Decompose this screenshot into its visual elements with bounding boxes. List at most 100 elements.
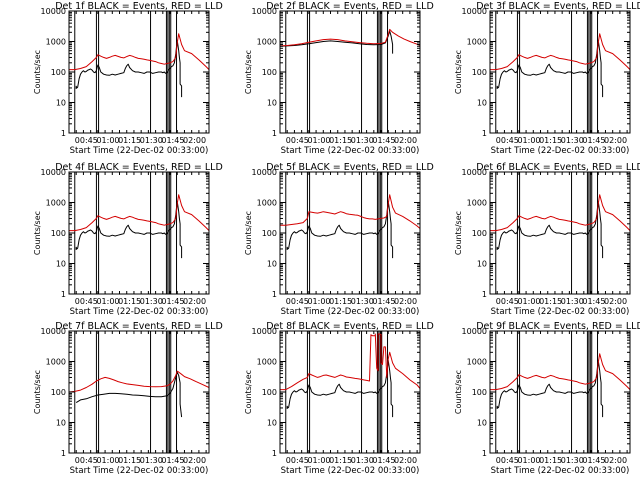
- x-tick-label: 02:00: [604, 456, 627, 465]
- y-axis-label: Counts/sec: [454, 50, 463, 94]
- y-tick-label: 1: [482, 290, 487, 299]
- x-tick-label: 00:45: [496, 456, 519, 465]
- series-line-events: [286, 359, 394, 418]
- y-tick-label: 1000: [46, 38, 66, 47]
- x-tick-label: 01:15: [118, 297, 141, 306]
- x-tick-label: 01:45: [372, 136, 395, 145]
- series-line-events: [496, 200, 604, 259]
- y-tick-label: 10: [56, 99, 66, 108]
- panel-title: Det 3f BLACK = Events, RED = LLD: [476, 1, 640, 12]
- x-tick-label: 02:00: [183, 136, 206, 145]
- x-axis-label: Start Time (22-Dec-02 00:33:00): [281, 307, 420, 317]
- panel-title: Det 7f BLACK = Events, RED = LLD: [55, 321, 223, 332]
- y-tick-label: 1: [272, 449, 277, 458]
- series-line-events: [75, 371, 183, 418]
- y-axis-label: Counts/sec: [244, 370, 253, 414]
- x-tick-label: 00:45: [286, 136, 309, 145]
- series-line-events: [279, 30, 394, 54]
- x-axis-label: Start Time (22-Dec-02 00:33:00): [491, 307, 630, 317]
- y-tick-label: 100: [472, 229, 487, 238]
- y-tick-label: 10000: [41, 168, 66, 177]
- y-tick-label: 1000: [257, 199, 277, 208]
- x-tick-label: 01:15: [329, 136, 352, 145]
- x-axis-label: Start Time (22-Dec-02 00:33:00): [491, 466, 630, 476]
- y-tick-label: 10000: [462, 168, 487, 177]
- y-tick-label: 1000: [257, 38, 277, 47]
- series-line-lld: [279, 28, 421, 47]
- panel-8f: Det 8f BLACK = Events, RED = LLD 1 10 100 10…: [244, 321, 434, 476]
- y-tick-label: 1: [61, 449, 66, 458]
- x-tick-label: 01:15: [329, 456, 352, 465]
- panel-7f: Det 7f BLACK = Events, RED = LLD 1 10 100 10…: [33, 321, 223, 476]
- panel-9f: Det 9f BLACK = Events, RED = LLD 1 10 100 10…: [454, 321, 640, 476]
- series-line-lld: [490, 194, 631, 232]
- y-tick-label: 10: [477, 260, 487, 269]
- y-tick-label: 100: [51, 68, 66, 77]
- x-tick-label: 01:15: [539, 136, 562, 145]
- y-tick-label: 1000: [46, 199, 66, 208]
- x-tick-label: 01:30: [140, 136, 163, 145]
- y-tick-label: 10000: [462, 327, 487, 336]
- x-tick-label: 01:30: [561, 136, 584, 145]
- x-tick-label: 02:00: [394, 456, 417, 465]
- x-tick-label: 01:45: [372, 297, 395, 306]
- x-tick-label: 01:45: [372, 456, 395, 465]
- x-tick-label: 01:30: [351, 456, 374, 465]
- x-tick-label: 01:00: [517, 297, 540, 306]
- x-tick-label: 01:00: [517, 456, 540, 465]
- plot-frame: [489, 171, 631, 295]
- y-tick-label: 1: [482, 449, 487, 458]
- plot-frame: [68, 330, 210, 454]
- y-tick-label: 1: [272, 129, 277, 138]
- x-tick-label: 00:45: [75, 297, 98, 306]
- y-axis-label: Counts/sec: [244, 50, 253, 94]
- y-tick-label: 100: [472, 68, 487, 77]
- x-tick-label: 01:00: [517, 136, 540, 145]
- panel-title: Det 6f BLACK = Events, RED = LLD: [476, 162, 640, 173]
- x-tick-label: 02:00: [183, 456, 206, 465]
- panel-5f: Det 5f BLACK = Events, RED = LLD 1 10 100 10…: [244, 162, 434, 317]
- x-tick-label: 00:45: [496, 136, 519, 145]
- y-axis-label: Counts/sec: [454, 211, 463, 255]
- panel-2f: Det 2f BLACK = Events, RED = LLD 1 10 100 10…: [244, 1, 434, 156]
- plot-frame: [489, 10, 631, 134]
- y-axis-label: Counts/sec: [33, 50, 42, 94]
- y-tick-label: 1000: [467, 38, 487, 47]
- x-axis-label: Start Time (22-Dec-02 00:33:00): [70, 146, 209, 156]
- x-axis-label: Start Time (22-Dec-02 00:33:00): [70, 307, 209, 317]
- x-tick-label: 01:45: [582, 297, 605, 306]
- series-line-lld: [280, 194, 421, 229]
- series-line-events: [496, 359, 604, 418]
- y-tick-label: 100: [262, 229, 277, 238]
- series-line-events: [75, 200, 183, 259]
- x-tick-label: 01:45: [161, 456, 184, 465]
- y-tick-label: 1000: [46, 358, 66, 367]
- x-tick-label: 00:45: [286, 456, 309, 465]
- x-tick-label: 00:45: [496, 297, 519, 306]
- y-tick-label: 10000: [41, 7, 66, 16]
- series-line-events: [496, 39, 604, 98]
- panel-6f: Det 6f BLACK = Events, RED = LLD 1 10 100 10…: [454, 162, 640, 317]
- plot-frame: [68, 10, 210, 134]
- series-line-lld: [69, 194, 210, 232]
- x-tick-label: 01:00: [96, 297, 119, 306]
- x-tick-label: 01:15: [329, 297, 352, 306]
- y-tick-label: 100: [262, 388, 277, 397]
- panel-4f: Det 4f BLACK = Events, RED = LLD 1 10 100 10…: [33, 162, 223, 317]
- x-tick-label: 01:30: [140, 297, 163, 306]
- panel-title: Det 8f BLACK = Events, RED = LLD: [266, 321, 434, 332]
- y-tick-label: 1: [61, 290, 66, 299]
- x-tick-label: 01:30: [561, 297, 584, 306]
- y-tick-label: 10000: [252, 7, 277, 16]
- x-tick-label: 01:45: [582, 456, 605, 465]
- x-tick-label: 01:30: [351, 136, 374, 145]
- y-tick-label: 1000: [257, 358, 277, 367]
- x-axis-label: Start Time (22-Dec-02 00:33:00): [281, 146, 420, 156]
- y-axis-label: Counts/sec: [33, 370, 42, 414]
- x-tick-label: 02:00: [183, 297, 206, 306]
- x-tick-label: 01:45: [161, 297, 184, 306]
- y-tick-label: 10: [267, 99, 277, 108]
- y-axis-label: Counts/sec: [244, 211, 253, 255]
- x-tick-label: 01:15: [118, 136, 141, 145]
- x-tick-label: 01:30: [351, 297, 374, 306]
